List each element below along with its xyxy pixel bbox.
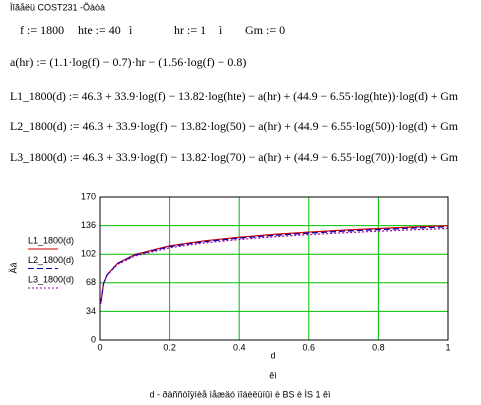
definition: Gm := 0 xyxy=(245,23,285,37)
x-tick-label: 0.2 xyxy=(163,342,176,352)
formula: L3_1800(d) := 46.3 + 33.9·log(f) − 13.82… xyxy=(10,150,459,164)
unit: ì xyxy=(129,23,133,37)
x-axis-unit: êì xyxy=(269,370,277,380)
x-tick-label: 0 xyxy=(97,342,102,352)
legend-label: L3_1800(d) xyxy=(28,274,74,284)
series-line xyxy=(100,226,449,304)
formula: L1_1800(d) := 46.3 + 33.9·log(f) − 13.82… xyxy=(10,89,459,103)
x-tick-label: 0.6 xyxy=(303,342,316,352)
legend-label: L2_1800(d) xyxy=(28,255,74,265)
y-axis-label: Äá xyxy=(8,262,18,273)
x-axis-label: d xyxy=(270,350,275,360)
formula: a(hr) := (1.1·log(f) − 0.7)·hr − (1.56·l… xyxy=(10,55,246,69)
formula: L2_1800(d) := 46.3 + 33.9·log(f) − 13.82… xyxy=(10,119,459,133)
chart: 0 34 68 102 136 170 0 0.2 0.4 0.6 0.8 1 L1_1800(d) L2… xyxy=(8,191,450,399)
y-tick-label: 0 xyxy=(91,334,96,344)
plot-frame xyxy=(99,196,449,341)
y-tick-label: 136 xyxy=(81,220,96,230)
definition: f := 1800 xyxy=(20,23,64,37)
title: Ïîãåëü COST231 -Õàòà xyxy=(10,2,105,12)
y-tick-label: 170 xyxy=(81,191,96,201)
caption: d - ðàññòîÿíèå ìåæäó ìîáèëüíûì è BS è ÌS… xyxy=(149,389,330,399)
x-tick-label: 0.4 xyxy=(233,342,246,352)
definition: hr := 1 xyxy=(174,23,206,37)
unit: ì xyxy=(219,23,223,37)
y-tick-label: 102 xyxy=(81,249,96,259)
series-line xyxy=(100,225,449,304)
definition: hte := 40 xyxy=(78,23,121,37)
legend-label: L1_1800(d) xyxy=(28,235,74,245)
y-tick-label: 34 xyxy=(86,306,96,316)
series-line xyxy=(100,227,449,304)
x-tick-label: 0.8 xyxy=(372,342,385,352)
y-tick-label: 68 xyxy=(86,277,96,287)
x-tick-label: 1 xyxy=(445,342,450,352)
